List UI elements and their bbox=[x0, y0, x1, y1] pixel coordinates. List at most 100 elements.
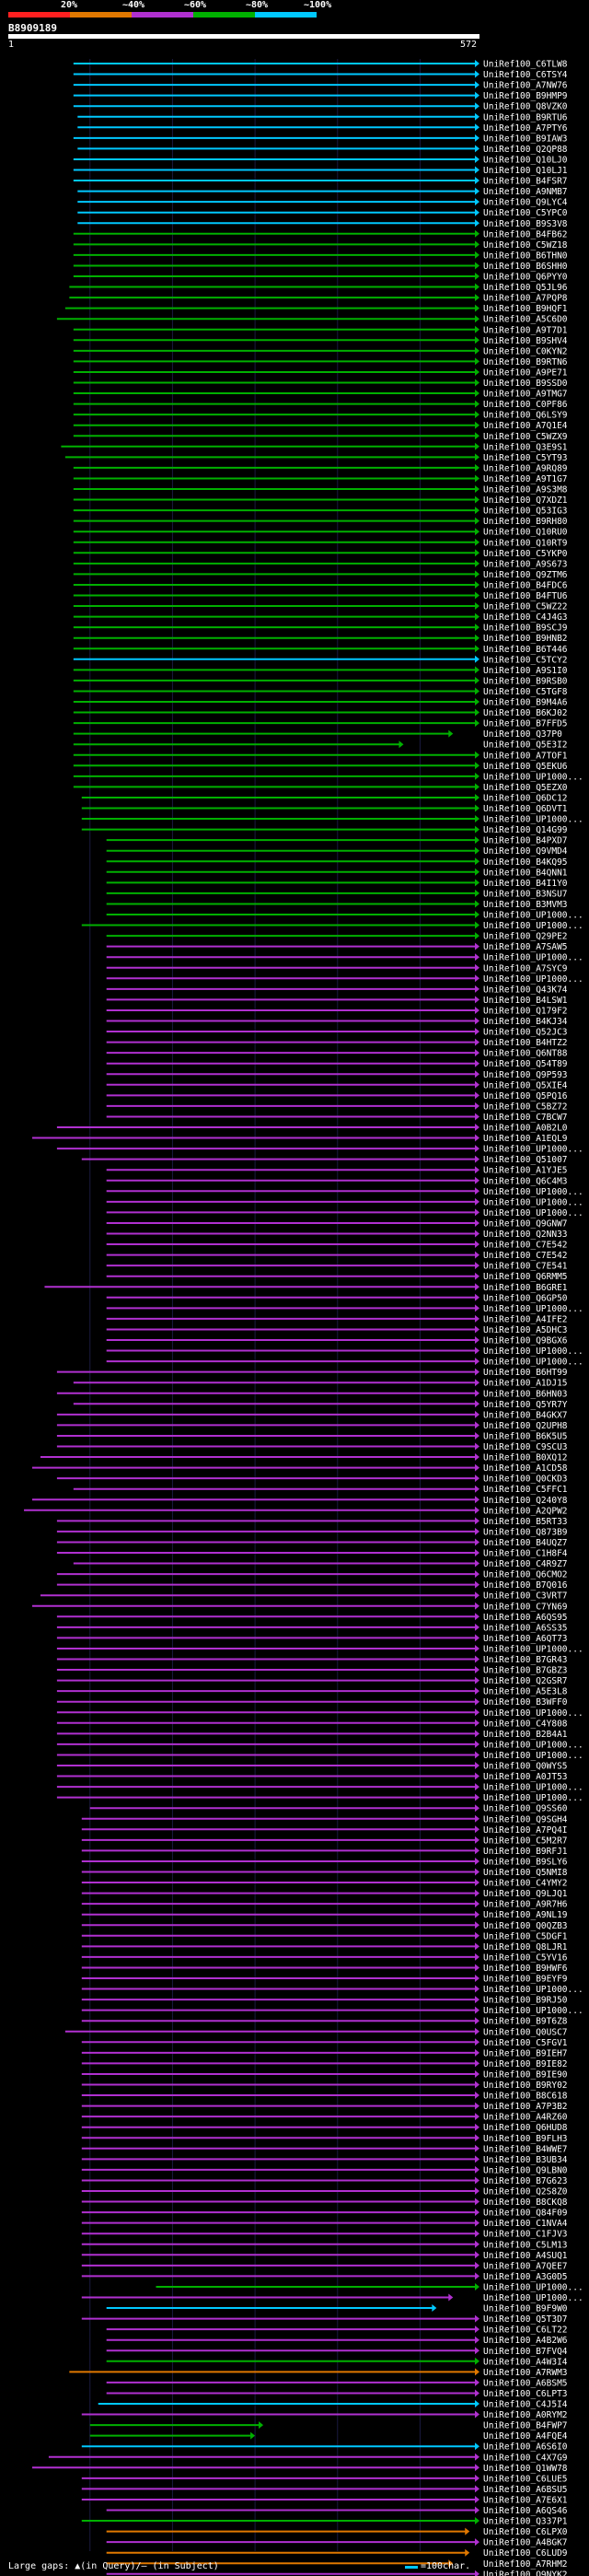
hit-row: UniRef100_B6THN0 bbox=[73, 251, 568, 261]
hit-label: UniRef100_Q84F09 bbox=[483, 2209, 568, 2219]
hit-label: UniRef100_B6T446 bbox=[483, 645, 568, 655]
hit-arrowhead bbox=[475, 942, 479, 950]
hit-label: UniRef100_B9HQF1 bbox=[483, 304, 568, 314]
hit-arrowhead bbox=[475, 1762, 479, 1769]
hit-row: UniRef100_B4LSW1 bbox=[106, 996, 568, 1006]
hit-row: UniRef100_Q14G99 bbox=[81, 825, 568, 835]
hit-row: UniRef100_B2B4A1 bbox=[56, 1730, 568, 1740]
hit-label: UniRef100_Q2S8Z0 bbox=[483, 2187, 568, 2197]
hit-arrowhead bbox=[475, 2038, 479, 2046]
hit-row: UniRef100_C5FFC1 bbox=[73, 1485, 568, 1495]
hit-arrowhead bbox=[475, 346, 479, 355]
hit-row: UniRef100_Q43K74 bbox=[106, 985, 568, 995]
hit-arrowhead bbox=[475, 719, 479, 728]
hit-label: UniRef100_UP1000... bbox=[483, 815, 583, 825]
hit-arrowhead bbox=[475, 1666, 479, 1674]
hit-label: UniRef100_B9EYF9 bbox=[483, 1975, 568, 1985]
hit-row: UniRef100_B9T6Z8 bbox=[81, 2017, 568, 2027]
hit-label: UniRef100_B9HNB2 bbox=[483, 634, 568, 644]
hit-row: UniRef100_C5TGF8 bbox=[73, 687, 568, 697]
hit-row: UniRef100_Q9ZTM6 bbox=[73, 570, 568, 580]
hit-label: UniRef100_A7SAW5 bbox=[483, 942, 568, 952]
hit-row: UniRef100_A2QPW2 bbox=[24, 1506, 568, 1516]
hit-label: UniRef100_Q10LJ1 bbox=[483, 166, 568, 176]
hit-label: UniRef100_B4HTZ2 bbox=[483, 1038, 568, 1048]
hit-arrowhead bbox=[475, 580, 479, 589]
hit-label: UniRef100_C6LT22 bbox=[483, 2325, 568, 2336]
query-start-label: 1 bbox=[8, 40, 15, 50]
hit-label: UniRef100_C1H8F4 bbox=[483, 1549, 568, 1559]
hit-arrowhead bbox=[475, 2144, 479, 2152]
hit-arrowhead bbox=[475, 2123, 479, 2131]
hit-row: UniRef100_C5WZ22 bbox=[73, 602, 568, 612]
hit-label: UniRef100_B6KJ02 bbox=[483, 708, 568, 718]
hit-label: UniRef100_C4X7G9 bbox=[483, 2453, 568, 2463]
hit-label: UniRef100_Q6DC12 bbox=[483, 793, 568, 803]
hit-arrowhead bbox=[475, 1623, 479, 1631]
hit-label: UniRef100_UP1000... bbox=[483, 1346, 583, 1357]
hit-row: UniRef100_Q0WYS5 bbox=[56, 1762, 568, 1772]
hit-arrowhead bbox=[475, 145, 479, 153]
hit-arrowhead bbox=[475, 1655, 479, 1663]
hit-arrowhead bbox=[475, 528, 479, 536]
hit-arrowhead bbox=[475, 1080, 479, 1089]
hit-row: UniRef100_Q1WW78 bbox=[32, 2464, 568, 2474]
hit-row: UniRef100_Q9LBN0 bbox=[81, 2165, 568, 2175]
hit-row: UniRef100_Q2NN33 bbox=[106, 1230, 568, 1240]
hit-arrowhead bbox=[475, 1155, 479, 1163]
hit-row: UniRef100_Q6RMM5 bbox=[106, 1272, 568, 1282]
hit-row: UniRef100_B6KJ02 bbox=[73, 708, 568, 718]
hit-label: UniRef100_C5YPC0 bbox=[483, 208, 568, 218]
hit-label: UniRef100_B7GR43 bbox=[483, 1655, 568, 1665]
hit-label: UniRef100_A4FQE4 bbox=[483, 2431, 568, 2442]
hit-arrowhead bbox=[475, 1613, 479, 1621]
hit-label: UniRef100_UP1000... bbox=[483, 921, 583, 931]
hit-arrowhead bbox=[475, 687, 479, 695]
hit-label: UniRef100_Q9VMD4 bbox=[483, 846, 568, 857]
hit-row: UniRef100_A7Q1E4 bbox=[73, 421, 568, 431]
hit-arrowhead bbox=[475, 485, 479, 493]
hit-label: UniRef100_B9RTN6 bbox=[483, 357, 568, 367]
hit-arrowhead bbox=[475, 219, 479, 227]
hit-label: UniRef100_B8CKQ8 bbox=[483, 2197, 568, 2208]
hit-arrowhead bbox=[475, 1272, 479, 1280]
hit-label: UniRef100_A7SYC9 bbox=[483, 963, 568, 973]
hit-row: UniRef100_Q53IG3 bbox=[73, 507, 568, 517]
hit-arrowhead bbox=[475, 1379, 479, 1387]
hit-row: UniRef100_B4KQ95 bbox=[106, 857, 568, 868]
hit-label: UniRef100_B9HWF6 bbox=[483, 1964, 568, 1974]
hit-label: UniRef100_B4FB62 bbox=[483, 229, 568, 239]
hit-arrowhead bbox=[475, 825, 479, 833]
hit-label: UniRef100_Q6GP50 bbox=[483, 1293, 568, 1303]
hit-arrowhead bbox=[475, 2155, 479, 2163]
hit-row: UniRef100_A7PQ4I bbox=[81, 1825, 568, 1836]
hit-row: UniRef100_B9RTU6 bbox=[77, 112, 568, 122]
hit-label: UniRef100_B6THN0 bbox=[483, 251, 568, 261]
hit-label: UniRef100_C0PF86 bbox=[483, 400, 568, 410]
hit-label: UniRef100_A6QS95 bbox=[483, 1613, 568, 1623]
hit-arrowhead bbox=[475, 379, 479, 387]
hit-arrowhead bbox=[475, 2017, 479, 2025]
hit-label: UniRef100_UP1000... bbox=[483, 772, 583, 782]
hit-label: UniRef100_A6QS46 bbox=[483, 2506, 568, 2516]
hit-arrowhead bbox=[475, 1091, 479, 1100]
hit-label: UniRef100_C7YN69 bbox=[483, 1602, 568, 1612]
hit-label: UniRef100_B4FDC6 bbox=[483, 580, 568, 590]
hit-arrowhead bbox=[475, 612, 479, 621]
hit-arrowhead bbox=[475, 2219, 479, 2227]
hit-row: UniRef100_C4Y808 bbox=[56, 1719, 568, 1729]
hit-arrowhead bbox=[475, 1145, 479, 1153]
hit-row: UniRef100_Q3E9S1 bbox=[61, 442, 568, 452]
hit-row: UniRef100_UP1000... bbox=[56, 1708, 583, 1719]
hit-arrowhead bbox=[475, 1070, 479, 1078]
hit-label: UniRef100_B7FFD5 bbox=[483, 719, 568, 729]
hit-label: UniRef100_Q9GNW7 bbox=[483, 1218, 568, 1229]
hit-label: UniRef100_C4J5I4 bbox=[483, 2400, 568, 2410]
hit-label: UniRef100_UP1000... bbox=[483, 1644, 583, 1654]
hit-arrowhead bbox=[475, 1687, 479, 1696]
hit-label: UniRef100_A4B2W6 bbox=[483, 2336, 568, 2346]
hit-arrowhead bbox=[475, 336, 479, 344]
hit-label: UniRef100_B6SHH0 bbox=[483, 262, 568, 272]
hit-arrowhead bbox=[475, 2081, 479, 2089]
